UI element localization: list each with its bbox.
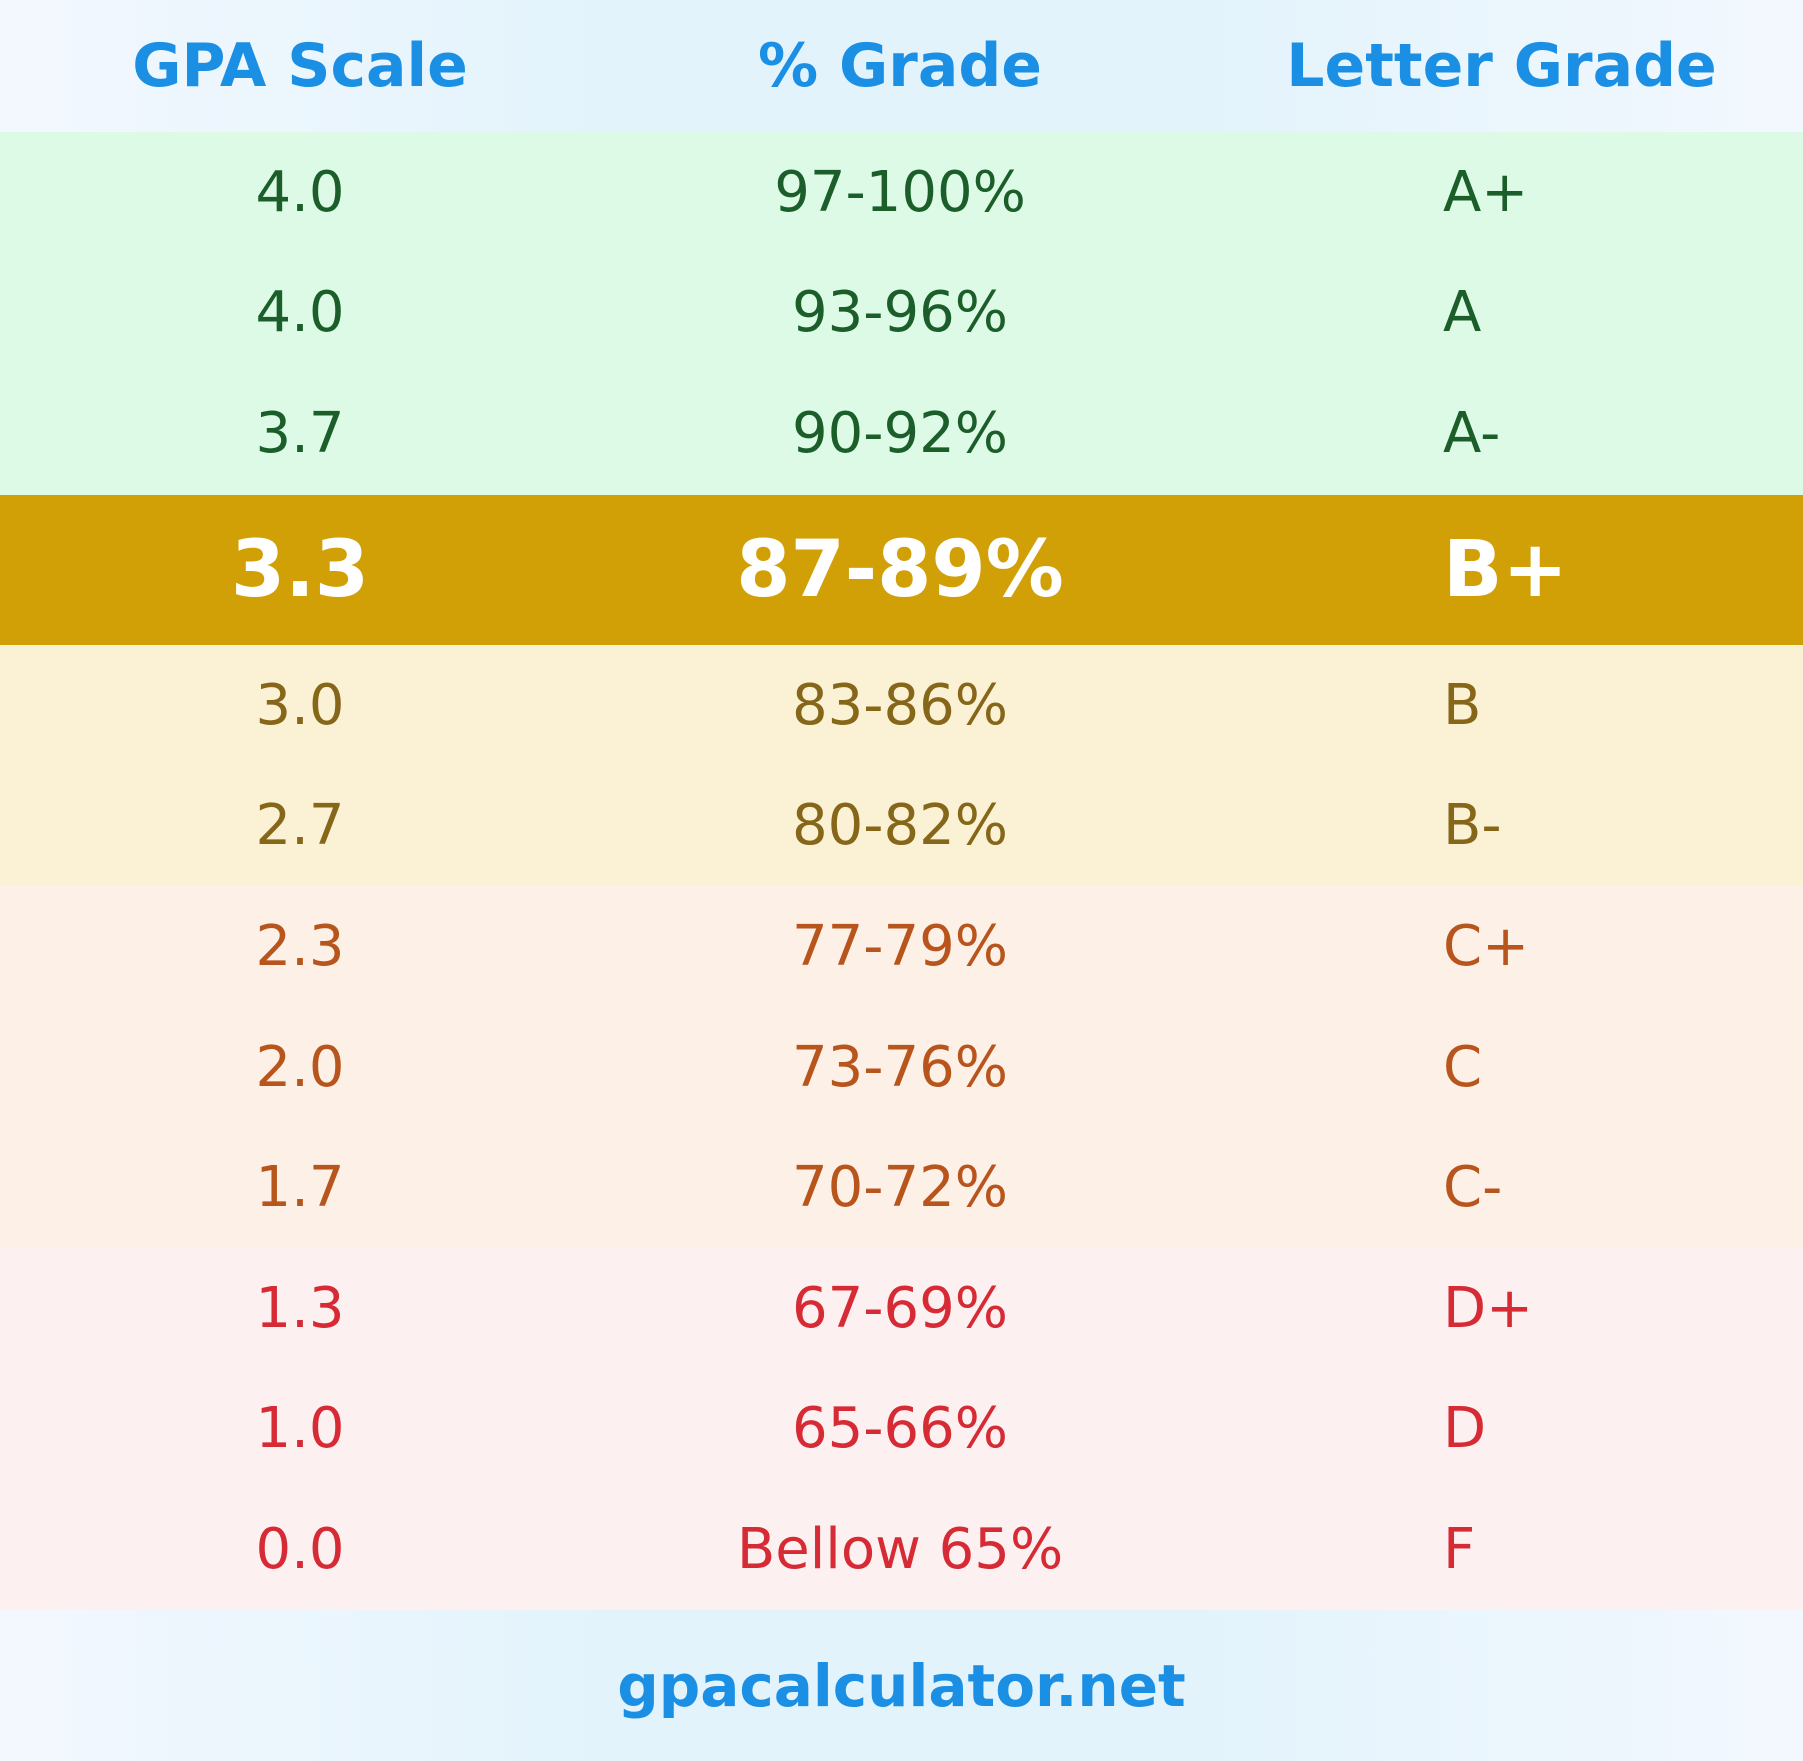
percent-range: 90-92%: [792, 401, 1008, 466]
letter-grade: F: [1443, 1516, 1476, 1582]
gpa-value: 1.0: [255, 1395, 345, 1461]
table-header: GPA Scale % Grade Letter Grade: [0, 0, 1803, 132]
gpa-value: 2.7: [255, 793, 345, 858]
site-url[interactable]: gpacalculator.net: [617, 1651, 1186, 1720]
gpa-value: 4.0: [255, 279, 345, 345]
gpa-value: 1.7: [255, 1155, 345, 1220]
gpa-value: 3.0: [255, 672, 345, 738]
percent-range: 70-72%: [792, 1155, 1008, 1220]
percent-range: Bellow 65%: [736, 1516, 1064, 1582]
gpa-value: 2.3: [255, 914, 345, 979]
table-row: 2.7 80-82% B-: [0, 765, 1803, 886]
percent-range: 80-82%: [792, 793, 1008, 858]
letter-grade: A: [1443, 279, 1482, 345]
highlighted-row: 3.3 87-89% B+: [0, 495, 1803, 645]
table-row: 0.0 Bellow 65% F: [0, 1488, 1803, 1610]
footer: gpacalculator.net: [0, 1610, 1803, 1761]
letter-grade: C: [1443, 1034, 1483, 1100]
letter-grade: A+: [1443, 159, 1529, 225]
letter-grade: C+: [1443, 914, 1530, 979]
table-row: 3.0 83-86% B: [0, 645, 1803, 765]
letter-grade: D: [1443, 1395, 1487, 1461]
percent-range: 97-100%: [774, 159, 1026, 225]
table-row: 1.0 65-66% D: [0, 1368, 1803, 1488]
gpa-value: 1.3: [255, 1275, 345, 1341]
percent-range: 65-66%: [792, 1395, 1008, 1461]
header-percent-grade: % Grade: [758, 31, 1042, 101]
letter-grade: B-: [1443, 793, 1502, 858]
gpa-value: 3.3: [230, 525, 370, 615]
percent-range: 73-76%: [792, 1034, 1008, 1100]
table-row: 2.3 77-79% C+: [0, 886, 1803, 1007]
table-row: 4.0 97-100% A+: [0, 132, 1803, 252]
percent-range: 67-69%: [792, 1275, 1008, 1341]
letter-grade: A-: [1443, 401, 1501, 466]
table-row: 2.0 73-76% C: [0, 1007, 1803, 1127]
gpa-value: 3.7: [255, 401, 345, 466]
table-row: 4.0 93-96% A: [0, 252, 1803, 372]
letter-grade: D+: [1443, 1275, 1534, 1341]
letter-grade: C-: [1443, 1155, 1503, 1220]
letter-grade: B: [1443, 672, 1482, 738]
table-row: 1.3 67-69% D+: [0, 1248, 1803, 1368]
header-letter-grade: Letter Grade: [1286, 31, 1717, 101]
gpa-value: 2.0: [255, 1034, 345, 1100]
table-row: 3.7 90-92% A-: [0, 372, 1803, 495]
gpa-value: 4.0: [255, 159, 345, 225]
gpa-value: 0.0: [255, 1516, 345, 1582]
table-row: 1.7 70-72% C-: [0, 1127, 1803, 1248]
percent-range: 87-89%: [736, 525, 1064, 615]
header-gpa-scale: GPA Scale: [132, 31, 468, 101]
percent-range: 83-86%: [792, 672, 1008, 738]
letter-grade: B+: [1443, 525, 1568, 615]
percent-range: 77-79%: [792, 914, 1008, 979]
percent-range: 93-96%: [792, 279, 1008, 345]
